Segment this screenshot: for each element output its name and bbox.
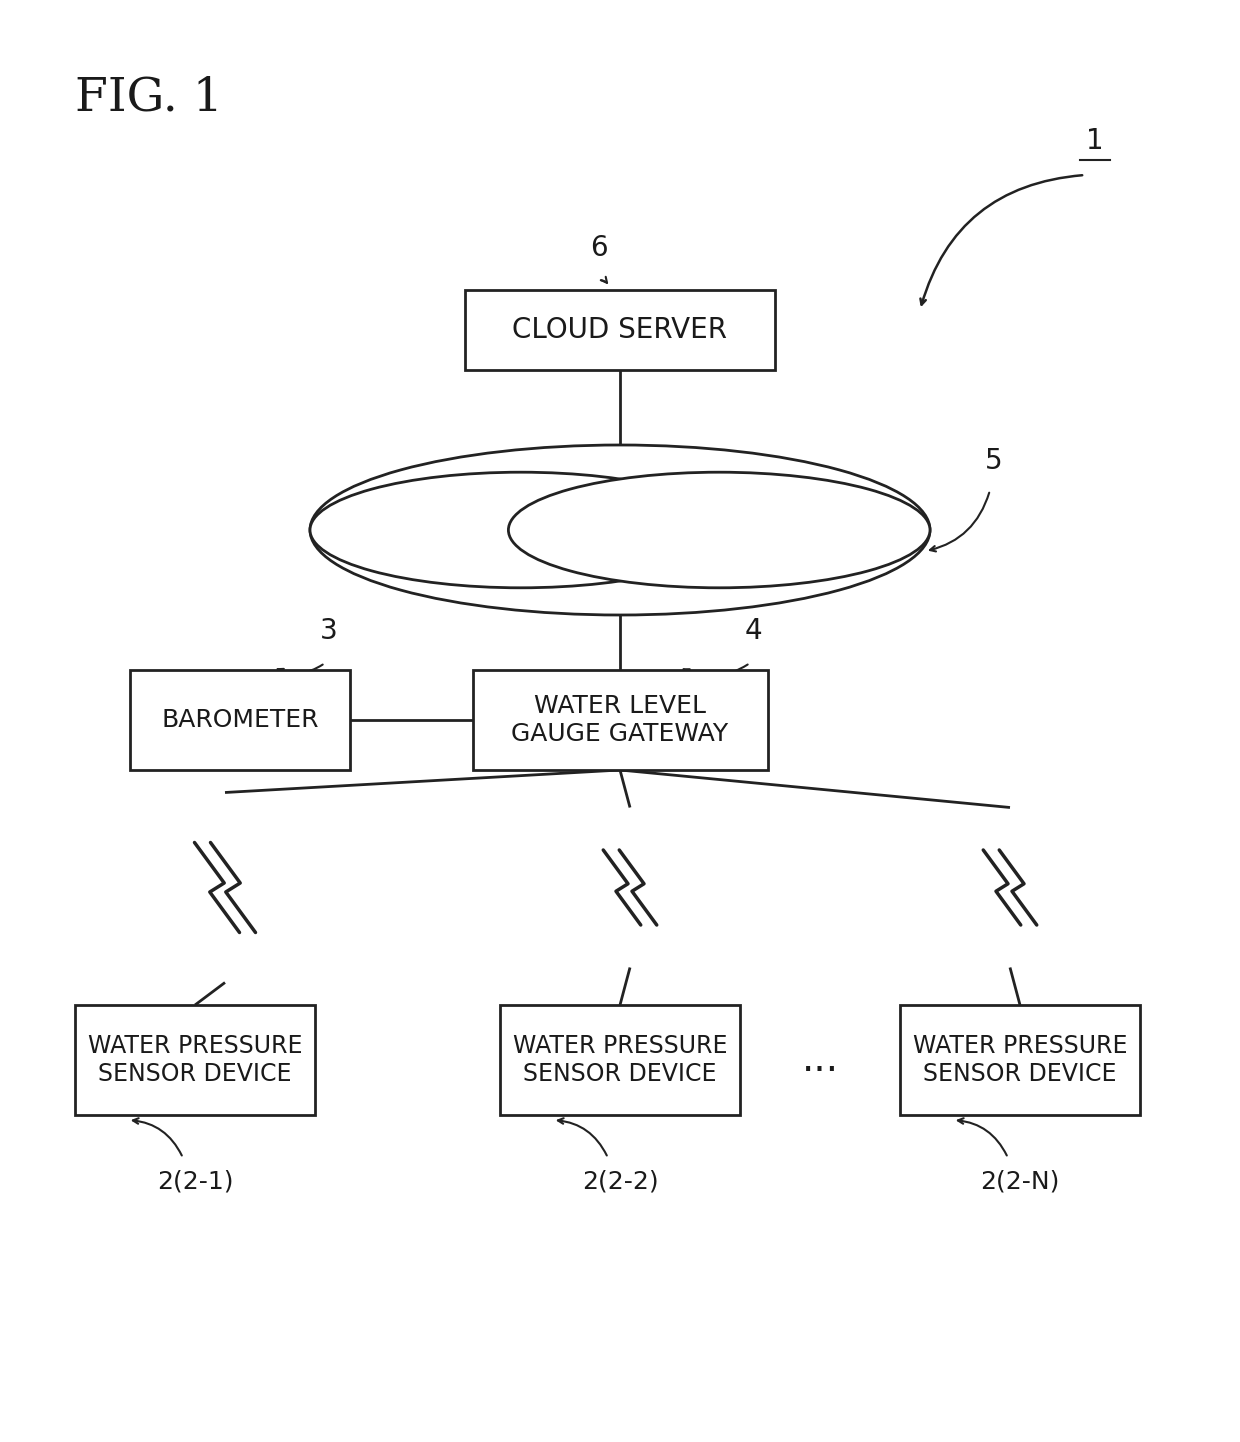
Text: CLOUD SERVER: CLOUD SERVER xyxy=(512,316,728,345)
Bar xyxy=(130,671,350,770)
Text: 2(2-1): 2(2-1) xyxy=(156,1169,233,1194)
Text: BAROMETER: BAROMETER xyxy=(161,708,319,733)
Bar xyxy=(900,1005,1140,1115)
Text: WATER PRESSURE
SENSOR DEVICE: WATER PRESSURE SENSOR DEVICE xyxy=(513,1034,727,1086)
Text: 4: 4 xyxy=(745,617,763,645)
Text: 1: 1 xyxy=(1086,127,1104,154)
Text: 3: 3 xyxy=(320,617,337,645)
Text: FIG. 1: FIG. 1 xyxy=(74,75,223,120)
Bar xyxy=(465,290,775,371)
Bar xyxy=(74,1005,315,1115)
Text: 2(2-2): 2(2-2) xyxy=(582,1169,658,1194)
Ellipse shape xyxy=(508,472,930,588)
Ellipse shape xyxy=(310,472,732,588)
Ellipse shape xyxy=(310,446,930,614)
Text: 6: 6 xyxy=(590,234,608,262)
Text: WATER PRESSURE
SENSOR DEVICE: WATER PRESSURE SENSOR DEVICE xyxy=(913,1034,1127,1086)
Bar xyxy=(472,671,768,770)
Text: 2(2-N): 2(2-N) xyxy=(981,1169,1060,1194)
Text: WATER LEVEL
GAUGE GATEWAY: WATER LEVEL GAUGE GATEWAY xyxy=(511,694,729,746)
Text: ...: ... xyxy=(801,1041,838,1079)
Text: WATER PRESSURE
SENSOR DEVICE: WATER PRESSURE SENSOR DEVICE xyxy=(88,1034,303,1086)
Bar xyxy=(500,1005,740,1115)
Text: 5: 5 xyxy=(985,447,1003,474)
